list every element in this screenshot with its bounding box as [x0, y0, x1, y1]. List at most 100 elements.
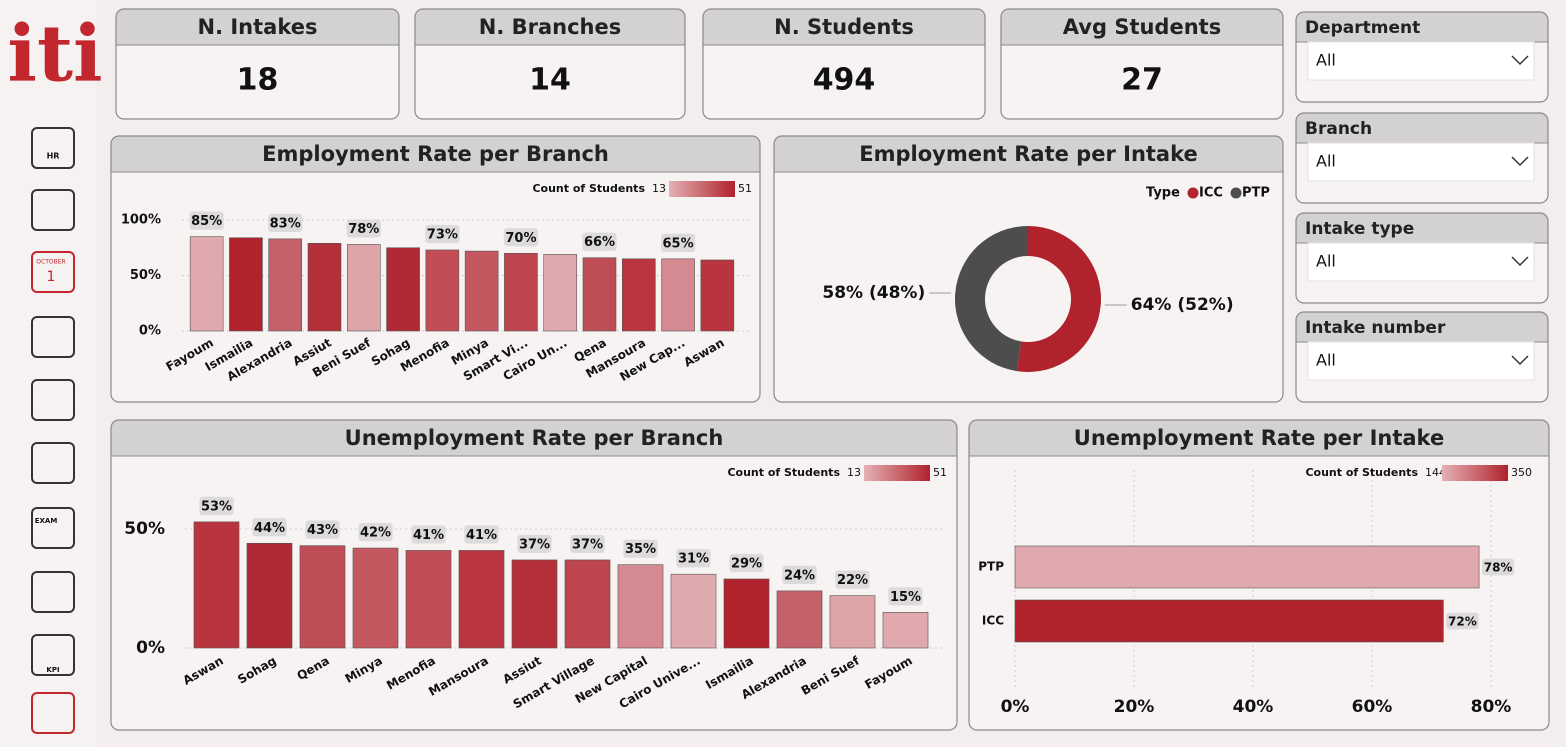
card-value: 18: [237, 63, 279, 98]
legend-min: 13: [847, 466, 861, 479]
bar: [661, 258, 695, 332]
value-label: 43%: [307, 523, 338, 538]
bar: [543, 254, 578, 332]
panel-title: Intake type: [1305, 219, 1414, 239]
value-label: 22%: [837, 573, 868, 588]
bar: [621, 258, 656, 332]
panel-header: [111, 420, 957, 456]
nav-icon[interactable]: [31, 442, 75, 484]
value-label-bg: [582, 232, 617, 251]
value-label: 85%: [191, 214, 222, 229]
panel-title: Unemployment Rate per Intake: [1074, 426, 1444, 450]
panel-header: [1296, 334, 1548, 342]
value-label-bg: [425, 224, 460, 244]
bar: [299, 545, 346, 649]
panel-title: Department: [1305, 18, 1420, 38]
value-label-bg: [835, 570, 870, 589]
panel-title: Intake number: [1305, 318, 1446, 338]
panel-border: [110, 419, 958, 731]
nav-icon[interactable]: [31, 316, 75, 358]
bar: [504, 253, 538, 332]
dropdown[interactable]: [1307, 341, 1535, 381]
nav-icon[interactable]: [31, 127, 75, 169]
bar: [458, 550, 505, 649]
x-tick-label: 40%: [1233, 697, 1274, 717]
panel-title: Employment Rate per Branch: [262, 142, 609, 166]
panel-title: N. Intakes: [198, 15, 318, 39]
legend-gradient: [1442, 465, 1508, 481]
panel-header: [116, 37, 399, 45]
value-label-bg: [676, 549, 711, 568]
value-label-bg: [346, 219, 381, 238]
nav-icon[interactable]: [31, 379, 75, 421]
value-label: 15%: [890, 590, 921, 605]
value-label: 41%: [466, 528, 497, 543]
value-label-bg: [305, 520, 340, 539]
dropdown-chevron: [1511, 355, 1529, 366]
bar: [882, 611, 929, 649]
dropdown[interactable]: [1307, 242, 1535, 282]
legend-title: Count of Students: [1305, 466, 1418, 479]
value-label: 64% (52%): [1131, 295, 1234, 315]
panel-header: [774, 164, 1283, 172]
panel-border: [1295, 311, 1549, 403]
legend-max: 51: [738, 182, 752, 195]
bar: [346, 244, 381, 332]
value-label-bg: [782, 565, 817, 584]
value-label-bg: [268, 213, 303, 232]
value-label-bg: [623, 539, 658, 558]
panel-border: [1295, 11, 1549, 103]
category-label: PTP: [978, 560, 1004, 574]
dropdown-value: All: [1316, 51, 1336, 70]
value-label-bg: [888, 587, 923, 606]
y-tick-label: 0%: [139, 324, 161, 339]
value-label-bg: [199, 496, 234, 515]
legend-title: Type: [1146, 186, 1180, 201]
value-label: 31%: [678, 552, 709, 567]
value-label: 70%: [505, 231, 536, 246]
value-label: 53%: [201, 499, 232, 514]
panel-header: [111, 136, 760, 172]
panel: [774, 136, 1283, 402]
panel-header: [1296, 135, 1548, 143]
y-tick-label: 100%: [121, 213, 161, 228]
nav-icon[interactable]: [31, 634, 75, 676]
nav-icon[interactable]: [31, 189, 75, 231]
panel-header: [969, 448, 1549, 456]
value-label: 83%: [270, 216, 301, 231]
legend-marker: [1230, 187, 1242, 199]
bar: [193, 521, 240, 649]
donut-slice: [1016, 226, 1101, 372]
bar: [189, 236, 224, 332]
panel-border: [1295, 212, 1549, 304]
value-label-bg: [189, 211, 224, 230]
bar: [511, 559, 558, 649]
legend-max: 51: [933, 466, 947, 479]
panel-border: [702, 8, 986, 120]
dropdown[interactable]: [1307, 142, 1535, 182]
bar: [246, 542, 293, 649]
legend-gradient: [669, 181, 735, 197]
legend-min: 144: [1425, 466, 1446, 479]
dropdown[interactable]: [1307, 41, 1535, 81]
bar: [268, 238, 303, 332]
bar: [1014, 545, 1480, 589]
nav-icon[interactable]: [31, 251, 75, 293]
icon-label: HR: [47, 152, 60, 161]
value-label: 42%: [360, 526, 391, 541]
value-label: 29%: [731, 556, 762, 571]
x-tick-label: 20%: [1114, 697, 1155, 717]
bar: [229, 237, 263, 332]
nav-icon[interactable]: [31, 692, 75, 734]
card-value: 27: [1121, 63, 1163, 98]
panel-header: [111, 448, 957, 456]
donut-slice: [954, 226, 1028, 372]
panel-header: [703, 37, 985, 45]
value-label-bg: [729, 553, 764, 573]
nav-icon[interactable]: [31, 571, 75, 613]
panel-border: [115, 8, 400, 120]
value-label: 58% (48%): [822, 283, 925, 303]
bar: [386, 247, 420, 332]
legend-label: ICC: [1199, 186, 1223, 201]
nav-icon[interactable]: [31, 507, 75, 549]
